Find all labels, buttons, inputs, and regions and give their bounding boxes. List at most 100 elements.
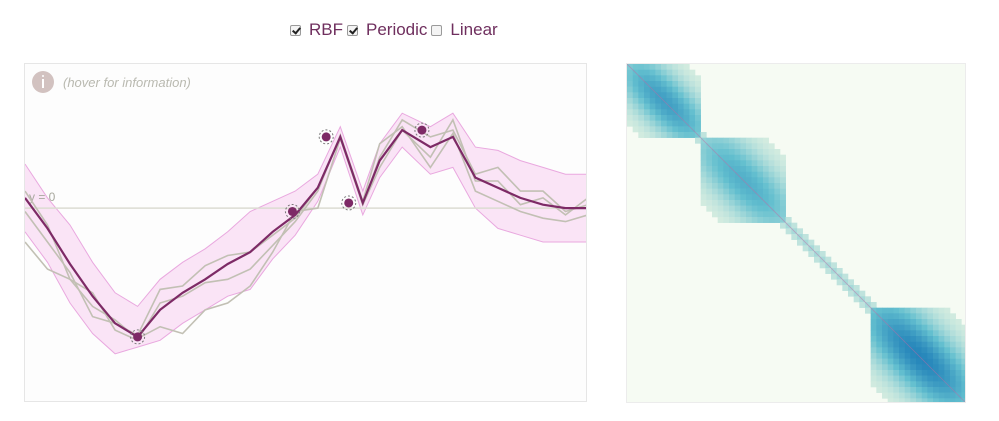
- toggle-periodic[interactable]: Periodic: [347, 20, 427, 40]
- heatmap-cell: [729, 217, 735, 223]
- observation-point[interactable]: [341, 195, 357, 211]
- rbf-checkbox[interactable]: [290, 24, 301, 36]
- heatmap-cell: [780, 177, 786, 184]
- toggle-linear[interactable]: Linear: [431, 20, 498, 40]
- heatmap-cell: [893, 307, 900, 314]
- info-hint[interactable]: (hover for information): [32, 71, 191, 93]
- heatmap-cell: [678, 92, 684, 99]
- heatmap-cell: [763, 166, 769, 172]
- heatmap-cell: [955, 358, 962, 365]
- heatmap-cell: [757, 160, 764, 167]
- gp-plot-panel[interactable]: y = 0 (hover for information): [24, 63, 587, 402]
- heatmap-cell: [717, 160, 724, 167]
- info-icon[interactable]: [32, 71, 54, 93]
- heatmap-cell: [746, 149, 752, 155]
- heatmap-cell: [927, 307, 934, 314]
- heatmap-cell: [904, 319, 911, 325]
- heatmap-cell: [695, 120, 701, 127]
- heatmap-cell: [723, 177, 730, 184]
- observation-point[interactable]: [414, 122, 430, 138]
- heatmap-cell: [961, 381, 965, 388]
- heatmap-cell: [757, 171, 764, 178]
- heatmap-cell: [933, 398, 939, 402]
- heatmap-cell: [655, 64, 662, 70]
- heatmap-cell: [831, 262, 837, 269]
- heatmap-cell: [899, 381, 905, 388]
- heatmap-cell: [870, 370, 877, 376]
- heatmap-cell: [627, 69, 633, 76]
- heatmap-cell: [723, 166, 730, 172]
- heatmap-cell: [938, 313, 945, 320]
- heatmap-cell: [904, 375, 911, 382]
- heatmap-cell: [763, 137, 769, 144]
- heatmap-cell: [678, 98, 684, 104]
- observation-point[interactable]: [130, 329, 146, 345]
- heatmap-cell: [887, 387, 894, 393]
- heatmap-cell: [910, 336, 917, 342]
- heatmap-cell: [910, 392, 917, 399]
- linear-checkbox[interactable]: [431, 24, 443, 36]
- heatmap-cell: [910, 398, 917, 402]
- heatmap-cell: [944, 319, 951, 325]
- heatmap-cell: [955, 319, 962, 325]
- heatmap-cell: [916, 375, 922, 382]
- heatmap-cell: [712, 137, 718, 144]
- heatmap-cell: [768, 177, 775, 184]
- heatmap-cell: [672, 86, 679, 93]
- heatmap-cell: [729, 160, 735, 167]
- heatmap-cell: [768, 194, 775, 201]
- heatmap-cell: [672, 92, 679, 99]
- heatmap-cell: [955, 381, 962, 388]
- heatmap-cell: [921, 392, 928, 399]
- heatmap-cell: [655, 75, 662, 82]
- heatmap-cell: [678, 75, 684, 82]
- heatmap-cell: [712, 166, 718, 172]
- gp-plot[interactable]: y = 0: [25, 64, 587, 402]
- heatmap-cell: [774, 194, 781, 201]
- heatmap-cell: [678, 64, 684, 70]
- heatmap-cell: [729, 205, 735, 212]
- heatmap-cell: [870, 375, 877, 382]
- heatmap-cell: [740, 137, 747, 144]
- observation-point[interactable]: [284, 203, 300, 219]
- heatmap-cell: [757, 149, 764, 155]
- heatmap-cell: [955, 353, 962, 359]
- heatmap-cell: [876, 347, 883, 354]
- toggle-rbf[interactable]: RBF: [290, 20, 343, 40]
- heatmap-cell: [899, 330, 905, 337]
- heatmap-cell: [672, 69, 679, 76]
- heatmap-cell: [734, 211, 741, 218]
- heatmap-cell: [927, 370, 934, 376]
- heatmap-cell: [938, 341, 945, 348]
- heatmap-cell: [734, 183, 741, 189]
- heatmap-cell: [899, 319, 905, 325]
- heatmap-cell: [870, 353, 877, 359]
- heatmap-cell: [921, 398, 928, 402]
- heatmap-cell: [723, 149, 730, 155]
- heatmap-cell: [927, 313, 934, 320]
- heatmap-cell: [876, 375, 883, 382]
- heatmap-cell: [780, 166, 786, 172]
- heatmap-cell: [706, 194, 713, 201]
- heatmap-cell: [649, 92, 656, 99]
- heatmap-cell: [689, 75, 696, 82]
- heatmap-cell: [644, 120, 650, 127]
- heatmap-cell: [627, 115, 633, 121]
- heatmap-cell: [734, 205, 741, 212]
- heatmap-cell: [683, 69, 690, 76]
- heatmap-cell: [961, 375, 965, 382]
- heatmap-cell: [627, 86, 633, 93]
- heatmap-cell: [740, 166, 747, 172]
- heatmap-cell: [627, 109, 633, 116]
- heatmap-cell: [950, 370, 956, 376]
- observation-point[interactable]: [318, 129, 334, 145]
- heatmap-cell: [683, 126, 690, 133]
- heatmap-cell: [746, 137, 752, 144]
- heatmap-cell: [876, 319, 883, 325]
- heatmap-cell: [757, 177, 764, 184]
- periodic-checkbox[interactable]: [347, 24, 358, 36]
- heatmap-cell: [700, 194, 707, 201]
- covariance-heatmap: [627, 64, 965, 402]
- heatmap-cell: [927, 336, 934, 342]
- heatmap-cell: [933, 392, 939, 399]
